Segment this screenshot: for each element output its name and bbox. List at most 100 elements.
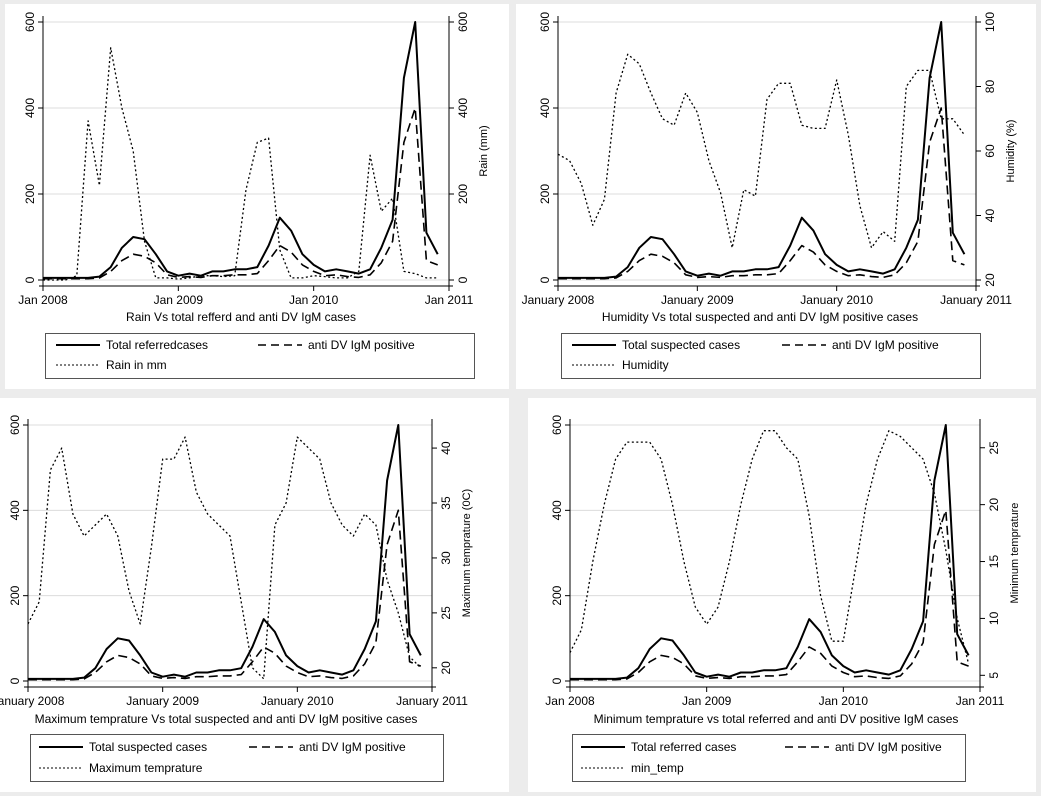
x-tick-label: January 2008 [522,293,595,307]
x-tick-label: Jan 2010 [819,694,869,708]
legend-item: min_temp [581,761,684,775]
y-tick-label: 10 [987,611,1001,625]
y-axis-label-right: Minimum temprature [1009,503,1021,604]
legend: Total suspected cases anti DV IgM positi… [30,734,444,782]
chart-svg: 0 200 400 600 20 40 60 80 100 Humidity (%) January… [522,12,1017,324]
legend-label: Maximum temprature [89,761,203,775]
plot-area: 0 200 400 600 5 10 15 20 25 Minimum temprature Jan… [545,415,1021,708]
legend-item: Total referred cases [581,740,736,754]
x-tick-label: January 2009 [126,694,199,708]
y-tick-label: 30 [439,551,453,565]
x-tick-label: Jan 2011 [425,293,474,307]
series-line-solid [558,21,966,279]
series-line-dashed [558,107,965,280]
legend-label: anti DV IgM positive [835,740,942,754]
legend-label: Rain in mm [106,358,167,372]
chart-panel-min-temp: 0 200 400 600 5 10 15 20 25 Minimum temprature Jan… [528,398,1036,792]
y-tick-label: 400 [23,98,37,118]
y-tick-label: 200 [456,184,470,204]
x-tick-label: Jan 2009 [154,293,204,307]
legend-item: anti DV IgM positive [258,338,415,352]
chart-panel-max-temp: 0 200 400 600 20 25 30 35 40 Maximum temprature (… [0,398,509,792]
legend-label: anti DV IgM positive [299,740,406,754]
legend-label: min_temp [631,761,684,775]
legend: Total referredcases anti DV IgM positive… [45,333,475,379]
x-tick-label: January 2011 [940,293,1012,307]
x-tick-label: Jan 2009 [682,694,732,708]
legend-label: Total referredcases [106,338,209,352]
legend-item: Total referredcases [56,338,208,352]
legend-item: Total suspected cases [39,740,207,754]
y-tick-label: 600 [456,12,470,32]
chart-title: Minimum temprature vs total referred and… [594,712,959,726]
chart-panel-rain: 0 200 400 600 0 200 400 600 Rain (mm) Jan 2008 Jan… [5,4,509,389]
y-tick-label: 5 [987,672,1001,679]
x-tick-label: Jan 2008 [545,694,595,708]
chart-svg: 0 200 400 600 0 200 400 600 Rain (mm) Jan 2008 Jan… [18,12,490,324]
x-tick-label: Jan 2011 [956,694,1005,708]
x-tick-label: January 2008 [0,694,65,708]
series-line-dashed [570,509,969,681]
chart-svg: 0 200 400 600 5 10 15 20 25 Minimum temprature Jan… [545,415,1021,726]
y-tick-label: 20 [439,661,453,675]
legend-item: anti DV IgM positive [249,740,406,754]
series-line-dashed [43,107,438,280]
x-tick-label: January 2011 [396,694,468,708]
x-tick-label: Jan 2008 [18,293,68,307]
series-line-solid [28,424,422,680]
series-line-dashed [28,509,422,681]
y-tick-label: 600 [538,12,552,32]
y-tick-label: 600 [550,415,564,435]
x-tick-label: Jan 2010 [289,293,339,307]
y-tick-label: 0 [550,677,564,684]
y-tick-label: 35 [439,496,453,510]
y-tick-label: 200 [23,184,37,204]
legend-label: Total suspected cases [622,338,741,352]
legend-label: Total referred cases [631,740,737,754]
y-tick-label: 60 [983,144,997,158]
series-line-dotted [557,53,965,249]
y-tick-label: 80 [983,80,997,94]
y-tick-label: 400 [538,98,552,118]
series-line-dotted [43,47,438,281]
chart-panel-humidity: 0 200 400 600 20 40 60 80 100 Humidity (%) January… [516,4,1036,389]
legend-item: anti DV IgM positive [785,740,942,754]
y-tick-label: 15 [987,555,1001,569]
y-axis-label-right: Maximum temprature (0C) [461,489,473,617]
y-tick-label: 200 [550,585,564,605]
y-tick-label: 600 [23,12,37,32]
y-tick-label: 0 [456,276,470,283]
legend-item: Humidity [572,358,669,372]
legend: Total referred cases anti DV IgM positiv… [572,734,966,782]
y-tick-label: 25 [439,606,453,620]
legend-label: Total suspected cases [89,740,208,754]
y-tick-label: 0 [538,276,552,283]
legend-item: Maximum temprature [39,761,202,775]
series-line-solid [570,424,970,680]
y-axis-label-right: Rain (mm) [478,125,490,176]
chart-svg: 0 200 400 600 20 25 30 35 40 Maximum temprature (… [0,415,473,726]
plot-area: 0 200 400 600 20 40 60 80 100 Humidity (%) January… [522,12,1017,307]
y-tick-label: 200 [8,585,22,605]
plot-area: 0 200 400 600 20 25 30 35 40 Maximum temprature (… [0,415,473,708]
legend-item: anti DV IgM positive [782,338,939,352]
legend-label: Humidity [622,358,669,372]
chart-title: Maximum temprature Vs total suspected an… [35,712,418,726]
y-tick-label: 400 [8,500,22,520]
legend-item: Rain in mm [56,358,167,372]
chart-title: Rain Vs total refferd and anti DV IgM ca… [126,310,356,324]
y-axis-label-right: Humidity (%) [1005,120,1017,183]
x-tick-label: January 2010 [261,694,334,708]
y-tick-label: 100 [983,12,997,32]
y-tick-label: 400 [456,98,470,118]
chart-title: Humidity Vs total suspected and anti DV … [602,310,918,324]
series-line-solid [43,21,439,279]
y-tick-label: 40 [983,209,997,223]
series-line-dotted [569,430,970,665]
y-tick-label: 600 [8,415,22,435]
legend-item: Total suspected cases [572,338,740,352]
y-tick-label: 40 [439,441,453,455]
plot-area: 0 200 400 600 0 200 400 600 Rain (mm) Jan 2008 Jan… [18,12,490,307]
y-tick-label: 400 [550,500,564,520]
legend-label: anti DV IgM positive [832,338,939,352]
